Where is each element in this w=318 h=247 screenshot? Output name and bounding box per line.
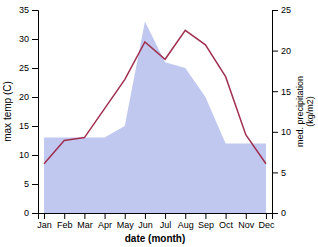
y2-axis-title-line: (kg/m2) [305, 96, 315, 127]
y2-axis: 0 5 10 15 20 25 [272, 5, 291, 218]
tick: 15 [272, 87, 291, 97]
area [44, 22, 266, 213]
tick-label: 25 [19, 63, 29, 73]
tick-mark [44, 213, 45, 219]
tick-label: Oct [219, 220, 234, 230]
line [44, 30, 266, 163]
tick-label: Nov [238, 220, 255, 230]
tick-mark [32, 68, 38, 69]
tick: 20 [272, 46, 291, 56]
tick-mark [246, 213, 247, 219]
tick: Jan [37, 213, 52, 230]
tick-label: 30 [19, 34, 29, 44]
tick-label: Jun [138, 220, 153, 230]
tick-label: 0 [24, 208, 29, 218]
axis-line [273, 11, 279, 214]
tick-mark [32, 97, 38, 98]
tick: 25 [19, 63, 38, 73]
tick-label: 10 [281, 127, 291, 137]
tick: 25 [272, 5, 291, 15]
tick-mark [32, 184, 38, 185]
tick: Dec [258, 213, 275, 230]
tick: 0 [24, 208, 38, 218]
tick: 35 [19, 5, 38, 15]
tick-label: Jan [37, 220, 52, 230]
tick: Nov [238, 213, 255, 230]
tick-label: 20 [19, 92, 29, 102]
tick: 0 [272, 208, 286, 218]
y-axis-title: max temp (C) [2, 81, 13, 142]
tick-mark [145, 213, 146, 219]
tick-label: 5 [281, 168, 286, 178]
chart: Jan Feb Mar Apr MayJun Jul Aug Sep Oct NovDec 0 5 10… [0, 0, 318, 247]
tick-mark [32, 10, 38, 11]
tick-label: Jul [160, 220, 172, 230]
tick-label: Sep [198, 220, 214, 230]
tick: 15 [19, 121, 38, 131]
tick-mark [64, 213, 65, 219]
tick: Mar [77, 213, 93, 230]
tick-label: 15 [19, 121, 29, 131]
axis-line [32, 11, 39, 214]
tick-mark [32, 155, 38, 156]
tick: Apr [98, 213, 112, 230]
tick: 10 [19, 150, 38, 160]
y2-axis-title-line: med. precipitation [295, 76, 305, 147]
x-axis-title: date (month) [125, 233, 186, 244]
tick-mark [272, 213, 278, 214]
tick: 5 [24, 179, 38, 189]
tick-label: Dec [258, 220, 275, 230]
tick: 5 [272, 168, 286, 178]
tick: 10 [272, 127, 291, 137]
tick: Aug [178, 213, 194, 230]
tick-mark [84, 213, 85, 219]
tick-mark [272, 132, 278, 133]
tick-mark [165, 213, 166, 219]
tick: Feb [57, 213, 73, 230]
tick-mark [226, 213, 227, 219]
tick-mark [32, 213, 38, 214]
tick: May [117, 213, 135, 230]
tick-label: Feb [57, 220, 73, 230]
tick-label: Aug [178, 220, 194, 230]
tick-label: 5 [24, 179, 29, 189]
tick: Jul [160, 213, 172, 230]
y-axis: 0 5 10 15 20 25 30 35 [19, 5, 39, 218]
tick-mark [272, 51, 278, 52]
tick-mark [105, 213, 106, 219]
tick-mark [205, 213, 206, 219]
tick-label: 15 [281, 87, 291, 97]
tick-label: Apr [98, 220, 112, 230]
tick-label: May [117, 220, 135, 230]
marks [44, 22, 266, 213]
tick: Jun [138, 213, 153, 230]
axis-line [39, 214, 273, 220]
tick: Oct [219, 213, 234, 230]
tick-mark [272, 172, 278, 173]
tick-mark [272, 91, 278, 92]
tick-label: 35 [19, 5, 29, 15]
tick-mark [185, 213, 186, 219]
tick: 20 [19, 92, 38, 102]
tick-mark [125, 213, 126, 219]
tick-label: 0 [281, 208, 286, 218]
y2-axis-title: med. precipitation(kg/m2) [295, 76, 315, 147]
tick-mark [272, 10, 278, 11]
tick-label: 20 [281, 46, 291, 56]
tick-mark [266, 213, 267, 219]
plot: Jan Feb Mar Apr MayJun Jul Aug Sep Oct NovDec 0 5 10… [19, 5, 291, 230]
x-axis: Jan Feb Mar Apr MayJun Jul Aug Sep Oct NovDec [37, 213, 275, 230]
tick-mark [32, 126, 38, 127]
tick-label: 25 [281, 5, 291, 15]
tick: Sep [198, 213, 214, 230]
tick-label: 10 [19, 150, 29, 160]
tick-mark [32, 39, 38, 40]
tick: 30 [19, 34, 38, 44]
tick-label: Mar [77, 220, 93, 230]
